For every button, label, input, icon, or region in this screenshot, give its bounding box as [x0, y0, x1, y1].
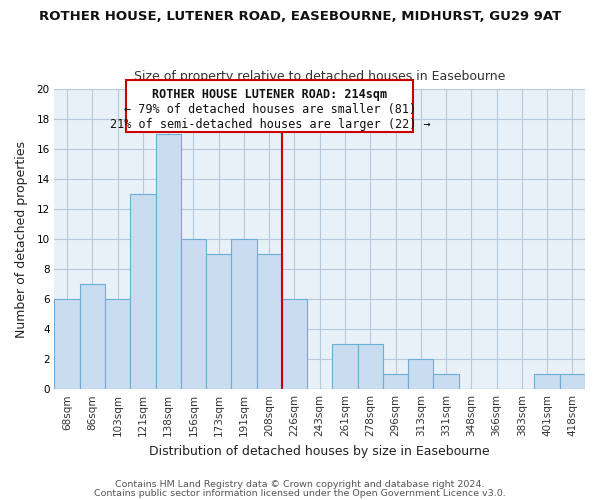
Text: Contains HM Land Registry data © Crown copyright and database right 2024.: Contains HM Land Registry data © Crown c… — [115, 480, 485, 489]
Bar — [560, 374, 585, 389]
Bar — [383, 374, 408, 389]
Bar — [358, 344, 383, 389]
Y-axis label: Number of detached properties: Number of detached properties — [15, 140, 28, 338]
X-axis label: Distribution of detached houses by size in Easebourne: Distribution of detached houses by size … — [149, 444, 490, 458]
Bar — [80, 284, 105, 389]
Title: Size of property relative to detached houses in Easebourne: Size of property relative to detached ho… — [134, 70, 505, 84]
Text: ROTHER HOUSE LUTENER ROAD: 214sqm: ROTHER HOUSE LUTENER ROAD: 214sqm — [152, 88, 388, 101]
FancyBboxPatch shape — [127, 80, 413, 132]
Bar — [535, 374, 560, 389]
Text: Contains public sector information licensed under the Open Government Licence v3: Contains public sector information licen… — [94, 489, 506, 498]
Bar — [282, 299, 307, 389]
Bar — [181, 239, 206, 389]
Bar — [155, 134, 181, 389]
Bar — [257, 254, 282, 389]
Bar — [433, 374, 458, 389]
Bar — [105, 299, 130, 389]
Text: 21% of semi-detached houses are larger (22) →: 21% of semi-detached houses are larger (… — [110, 118, 430, 131]
Bar — [332, 344, 358, 389]
Bar — [130, 194, 155, 389]
Text: ROTHER HOUSE, LUTENER ROAD, EASEBOURNE, MIDHURST, GU29 9AT: ROTHER HOUSE, LUTENER ROAD, EASEBOURNE, … — [39, 10, 561, 23]
Bar — [206, 254, 231, 389]
Bar — [55, 299, 80, 389]
Text: ← 79% of detached houses are smaller (81): ← 79% of detached houses are smaller (81… — [124, 103, 416, 116]
Bar — [408, 359, 433, 389]
Bar — [231, 239, 257, 389]
